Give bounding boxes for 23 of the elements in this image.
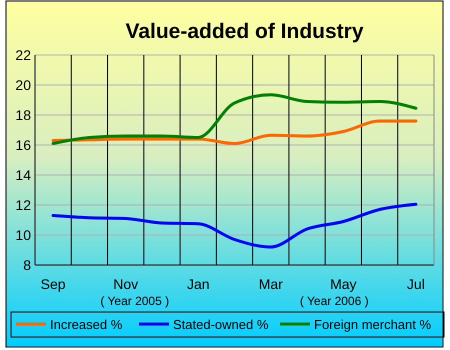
x-tick-label: May <box>330 276 357 292</box>
line-series <box>52 120 418 145</box>
chart-title: Value-added of Industry <box>125 20 364 43</box>
legend-label: Stated-owned % <box>173 317 269 332</box>
x-tick-label: Mar <box>258 276 284 292</box>
legend-label: Foreign merchant % <box>314 317 432 332</box>
y-tick-label: 14 <box>15 167 32 183</box>
y-tick-label: 20 <box>15 77 32 93</box>
x-tick-label: Sep <box>40 276 66 292</box>
line-series <box>52 93 418 145</box>
x-tick-label: Jan <box>186 276 210 292</box>
y-tick-label: 8 <box>23 257 32 273</box>
legend-label: Increased % <box>50 317 123 332</box>
x-tick-label: Nov <box>113 276 138 292</box>
text: ( Year 2005 ) <box>100 294 170 308</box>
y-tick-label: 10 <box>15 227 32 243</box>
y-tick-label: 18 <box>15 107 32 123</box>
x-tick-label: Jul <box>406 276 425 292</box>
y-tick-label: 22 <box>15 47 32 63</box>
text: ( Year 2006 ) <box>300 294 369 308</box>
y-tick-label: 12 <box>15 197 32 213</box>
line-series <box>52 202 418 248</box>
y-tick-label: 16 <box>15 137 32 153</box>
